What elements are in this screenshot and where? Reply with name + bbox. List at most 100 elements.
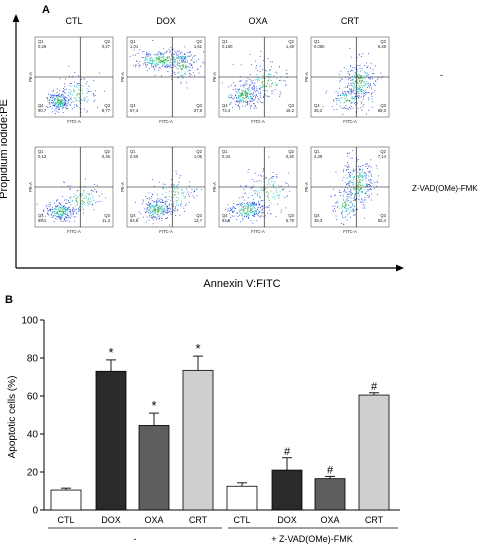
event-dot [345,182,346,183]
event-dot [360,201,362,203]
event-dot [349,48,351,49]
event-dot [250,210,252,211]
event-dot [247,104,248,106]
event-dot [69,92,71,94]
event-dot [250,98,252,100]
event-dot [78,85,79,87]
event-dot [61,216,63,217]
event-dot [168,196,170,198]
event-dot [149,54,151,56]
event-dot [335,98,337,99]
event-dot [61,102,63,104]
event-dot [58,217,60,218]
event-dot [59,101,61,103]
event-dot [350,194,352,195]
quadrant-value-q3: 68,3 [378,108,387,113]
event-dot [353,187,355,189]
event-dot [369,195,370,197]
event-dot [347,90,349,92]
event-dot [358,81,360,83]
quadrant-name-q3: Q3 [104,103,110,108]
event-dot [171,204,173,205]
event-dot [358,186,360,188]
event-dot [269,69,271,71]
event-dot [74,104,76,106]
event-dot [347,99,348,101]
event-dot [162,62,164,64]
plot-ylabel: PE-A [28,72,33,82]
event-dot [61,214,62,216]
event-dot [256,94,257,96]
event-dot [164,202,166,204]
event-dot [333,188,334,190]
event-dot [59,89,61,91]
event-dot [255,90,257,92]
event-dot [166,51,167,53]
event-dot [247,212,249,214]
event-dot [173,59,175,61]
event-dot [147,207,149,208]
event-dot [68,99,70,100]
event-dot [345,201,346,203]
event-dot [238,95,240,96]
event-dot [152,40,154,41]
event-dot [257,175,259,177]
event-dot [249,205,251,206]
event-dot [227,204,229,206]
event-dot [170,199,172,201]
event-dot [171,58,172,60]
event-dot [356,57,358,59]
event-dot [370,173,372,175]
event-dot [344,101,346,103]
event-dot [186,66,188,67]
event-dot [50,210,52,212]
event-dot [188,69,190,71]
event-dot [74,72,76,73]
event-dot [343,107,345,109]
event-dot [152,216,154,218]
event-dot [341,213,342,214]
event-dot [345,186,346,188]
event-dot [177,72,179,74]
event-dot [66,213,68,215]
event-dot [262,102,264,104]
event-dot [163,211,165,213]
event-dot [271,177,273,179]
event-dot [361,180,363,181]
event-dot [84,97,86,99]
event-dot [144,60,146,61]
event-dot [178,63,180,64]
event-dot [203,62,205,64]
event-dot [193,72,194,74]
event-dot [351,70,353,72]
event-dot [249,94,251,96]
event-dot [56,96,58,98]
event-dot [157,64,159,65]
event-dot [364,78,366,80]
event-dot [177,191,179,193]
event-dot [162,214,164,216]
event-dot [346,95,348,97]
quadrant-name-q2: Q2 [196,149,202,154]
event-dot [189,75,191,77]
event-dot [361,90,362,92]
event-dot [161,60,162,62]
event-dot [159,52,161,54]
event-dot [354,75,355,77]
event-dot [64,103,66,105]
event-dot [169,224,170,226]
event-dot [90,91,92,92]
event-dot [63,104,65,106]
quadrant-name-q2: Q2 [196,39,202,44]
event-dot [155,209,157,211]
event-dot [352,150,354,152]
event-dot [279,66,280,68]
event-dot [356,180,358,182]
event-dot [342,114,344,115]
event-dot [145,203,147,205]
event-dot [150,197,152,199]
event-dot [280,209,282,211]
event-dot [177,57,179,59]
event-dot [234,207,235,209]
event-dot [64,86,66,88]
